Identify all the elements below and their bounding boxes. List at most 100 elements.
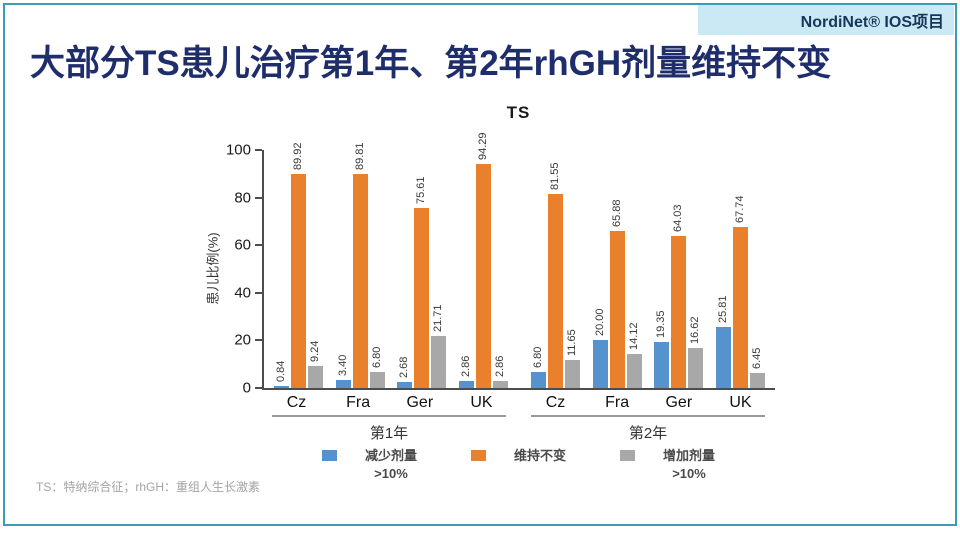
bar-value-label: 65.88 (610, 199, 623, 228)
legend-label-line: 增加剂量 (663, 448, 716, 463)
legend-label-line: 减少剂量 (364, 448, 417, 463)
year-bracket (531, 415, 765, 417)
bar-maintain: 89.81 (352, 143, 368, 388)
plot-area: 0 20 40 60 80 100 0.84 89.92 9.24 3.40 89.81 6.80 2.… (226, 132, 775, 396)
bar-value-label: 3.40 (336, 354, 349, 376)
bar-maintain: 64.03 (671, 204, 687, 388)
bar-maintain: 65.88 (609, 200, 625, 388)
bar-value-label: 6.80 (370, 346, 383, 368)
bar-decrease: 2.86 (458, 356, 474, 388)
year-label: 第1年 (369, 425, 409, 442)
bar-value-label: 21.71 (432, 304, 445, 333)
year-bracket (272, 415, 506, 417)
legend-item: 维持不变 (470, 447, 566, 465)
bar-value-label: 81.55 (549, 162, 561, 190)
bar-maintain: 81.55 (548, 162, 563, 388)
chart-title: TS (506, 103, 531, 122)
project-badge: NordiNet® IOS项目 (698, 5, 954, 35)
legend: 减少剂量 >10% 维持不变 增加剂量 >10% (262, 447, 775, 483)
bar-maintain: 89.92 (291, 142, 306, 388)
bar-increase: 21.71 (431, 305, 447, 388)
country-label: UK (729, 394, 752, 411)
legend-label-line2: >10% (374, 466, 408, 482)
legend-swatch-decrease (321, 450, 337, 461)
bar-value-label: 6.80 (532, 346, 544, 368)
y-tick-label: 100 (225, 141, 251, 159)
y-tick-label: 80 (234, 189, 251, 207)
bar-value-label: 6.45 (750, 347, 763, 369)
country-group: 19.35 64.03 16.62 (654, 204, 704, 388)
legend-label: 维持不变 (514, 447, 566, 465)
y-tick (255, 339, 262, 342)
bars-row: 0.84 89.92 9.24 3.40 89.81 6.80 2.68 75.61 21.71… (264, 132, 775, 388)
country-label: Cz (545, 394, 566, 411)
y-tick-label: 0 (242, 379, 251, 397)
bar-value-label: 89.92 (292, 142, 304, 170)
year-column: Cz Fra Ger UK 第1年 (272, 394, 506, 443)
footnote: TS：特纳综合征；rhGH：重组人生长激素 (36, 480, 261, 494)
legend-label: 减少剂量 >10% (365, 447, 417, 483)
bar-value-label: 9.24 (309, 340, 321, 362)
bar-value-label: 94.29 (476, 132, 489, 160)
country-label: Ger (406, 394, 434, 411)
y-tick-label: 20 (234, 331, 251, 349)
bar-value-label: 25.81 (716, 295, 729, 323)
year-group: 0.84 89.92 9.24 3.40 89.81 6.80 2.68 75.61 21.71… (274, 132, 508, 388)
project-name: NordiNet® IOS项目 (800, 14, 944, 31)
bar-increase: 6.45 (749, 347, 765, 388)
country-labels-row: Cz Fra Ger UK (531, 394, 765, 412)
legend-label-line: 维持不变 (513, 448, 566, 463)
y-axis-label: 患儿比例(%) (205, 232, 221, 305)
country-group: 25.81 67.74 6.45 (715, 195, 765, 388)
y-tick-label: 60 (234, 236, 251, 254)
bar-value-label: 67.74 (733, 195, 746, 223)
year-column: Cz Fra Ger UK 第2年 (531, 394, 765, 443)
bar-value-label: 2.86 (493, 355, 506, 378)
country-label: Fra (346, 394, 371, 411)
legend-label: 增加剂量 >10% (663, 447, 715, 483)
year-group: 6.80 81.55 11.65 20.00 65.88 14.12 19.35 64.03 1… (531, 162, 765, 388)
legend-item: 减少剂量 >10% (321, 447, 417, 483)
legend-swatch-maintain (470, 450, 486, 461)
bar-decrease: 6.80 (531, 346, 546, 388)
bar-value-label: 75.61 (415, 176, 428, 204)
bar-decrease: 25.81 (715, 295, 731, 388)
legend-item: 增加剂量 >10% (620, 447, 715, 483)
bar-value-label: 64.03 (672, 204, 685, 232)
country-group: 2.86 94.29 2.86 (458, 132, 508, 388)
country-group: 0.84 89.92 9.24 (274, 142, 323, 388)
legend-label-line2: >10% (672, 466, 706, 482)
bar-increase: 2.86 (492, 356, 508, 388)
country-label: UK (470, 394, 493, 411)
bar-increase: 6.80 (369, 346, 385, 388)
country-label: Cz (286, 394, 307, 411)
y-tick (255, 387, 262, 389)
bar-decrease: 19.35 (654, 310, 670, 388)
y-tick (255, 149, 262, 151)
country-label: Fra (605, 394, 630, 411)
bar-increase: 9.24 (308, 341, 323, 388)
bar-value-label: 16.62 (689, 316, 702, 345)
bar-maintain: 94.29 (475, 132, 491, 388)
y-tick (255, 196, 262, 199)
y-tick (255, 291, 262, 294)
bar-value-label: 0.84 (275, 360, 287, 382)
country-group: 20.00 65.88 14.12 (592, 200, 642, 388)
y-tick (255, 244, 262, 247)
bar-increase: 11.65 (565, 330, 580, 388)
page-title: 大部分TS患儿治疗第1年、第2年rhGH剂量维持不变 (30, 44, 832, 83)
bar-value-label: 11.65 (566, 329, 578, 357)
year-label: 第2年 (628, 425, 668, 442)
x-axis: Cz Fra Ger UK 第1年 Cz Fra Ger UK 第2年 (262, 394, 775, 443)
bar-value-label: 2.68 (398, 356, 411, 378)
country-group: 6.80 81.55 11.65 (531, 162, 580, 388)
bar-value-label: 14.12 (627, 322, 640, 351)
country-group: 3.40 89.81 6.80 (335, 143, 385, 388)
bar-increase: 16.62 (688, 317, 704, 388)
bar-value-label: 20.00 (593, 308, 606, 337)
bar-increase: 14.12 (626, 323, 642, 388)
bar-value-label: 89.81 (353, 142, 366, 171)
bar-decrease: 2.68 (397, 356, 413, 388)
bar-maintain: 67.74 (732, 195, 748, 388)
